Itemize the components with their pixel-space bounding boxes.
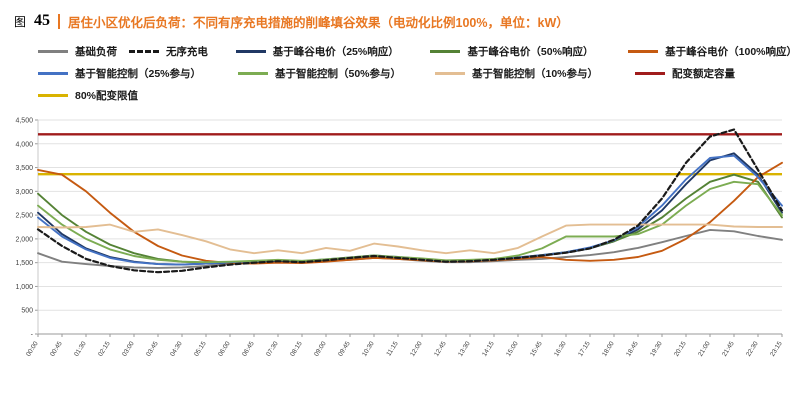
- x-tick-label: 16:30: [553, 340, 568, 358]
- x-tick-label: 15:00: [505, 340, 520, 358]
- series-line: [37, 161, 783, 265]
- x-tick-label: 21:45: [721, 340, 736, 358]
- figure-title: 居住小区优化后负荷：不同有序充电措施的削峰填谷效果（电动化比例100%，单位：k…: [68, 15, 569, 30]
- legend-item: 基础负荷: [38, 44, 129, 59]
- legend-label: 基于智能控制（25%参与）: [75, 68, 202, 80]
- y-tick-label: 1,500: [15, 260, 33, 267]
- series-line: [37, 223, 783, 255]
- legend-label: 基于智能控制（50%参与）: [275, 68, 402, 80]
- x-tick-label: 19:30: [649, 340, 664, 358]
- legend-item: 80%配变限值: [38, 88, 138, 103]
- x-tick-label: 12:45: [433, 340, 448, 358]
- legend-row-2: 基于智能控制（25%参与） 基于智能控制（50%参与） 基于智能控制（10%参与） 配…: [0, 66, 797, 81]
- x-tick-label: 03:45: [145, 340, 160, 358]
- legend-swatch: [38, 94, 68, 97]
- legend-item: 配变额定容量: [635, 66, 735, 81]
- legend-swatch: [628, 50, 659, 53]
- legend-label: 基于峰谷电价（100%响应）: [665, 46, 797, 58]
- y-tick-label: 2,000: [15, 236, 33, 243]
- title-divider: [58, 13, 61, 29]
- legend-swatch: [235, 50, 266, 53]
- x-tick-label: 00:00: [25, 340, 40, 358]
- y-tick-label: 500: [21, 308, 33, 315]
- y-tick-label: 4,000: [15, 141, 33, 148]
- x-tick-label: 00:45: [49, 340, 64, 358]
- y-tick-label: 3,500: [15, 165, 33, 172]
- legend-swatch: [38, 72, 68, 75]
- figure-header: 图 45 居住小区优化后负荷：不同有序充电措施的削峰填谷效果（电动化比例100%…: [0, 0, 797, 32]
- x-tick-label: 09:45: [337, 340, 352, 358]
- legend-swatch: [635, 72, 665, 75]
- x-tick-label: 18:45: [625, 340, 640, 358]
- x-tick-label: 06:45: [241, 340, 256, 358]
- legend-label: 基于智能控制（10%参与）: [472, 68, 599, 80]
- legend-label: 基于峰谷电价（50%响应）: [467, 46, 594, 58]
- legend-label: 无序充电: [165, 46, 208, 58]
- chart-legend: 基础负荷 无序充电 基于峰谷电价（25%响应） 基于峰谷电价（50%响应） 基于峰谷电价…: [0, 44, 797, 103]
- x-tick-label: 23:15: [769, 340, 784, 358]
- load-profile-chart: - 500 1,000 1,500 2,000 2,500 3,000 3,500 4,000 4…: [4, 110, 797, 387]
- legend-label: 基础负荷: [75, 46, 117, 58]
- line-chart-canvas: - 500 1,000 1,500 2,000 2,500 3,000 3,500 4,000 4…: [15, 118, 784, 358]
- x-tick-label: 02:15: [97, 340, 112, 358]
- x-tick-label: 09:00: [313, 340, 328, 358]
- x-tick-label: 20:15: [673, 340, 688, 358]
- legend-label: 80%配变限值: [75, 90, 139, 102]
- legend-row-3: 80%配变限值: [0, 88, 797, 103]
- x-tick-label: 12:00: [409, 340, 424, 358]
- x-tick-label: 05:15: [193, 340, 208, 358]
- series-line: [37, 180, 783, 264]
- x-tick-label: 03:00: [121, 340, 136, 358]
- figure-number: 45: [34, 12, 51, 29]
- x-tick-label: 14:15: [481, 340, 496, 358]
- x-tick-label: 07:30: [265, 340, 280, 358]
- x-tick-label: 15:45: [529, 340, 544, 358]
- legend-item: 基于峰谷电价（25%响应）: [235, 44, 431, 59]
- y-tick-label: 4,500: [15, 118, 33, 125]
- legend-item: 基于智能控制（10%参与）: [435, 66, 635, 81]
- legend-item: 基于峰谷电价（100%响应）: [628, 44, 797, 59]
- legend-swatch: [435, 72, 465, 75]
- y-tick-label: -: [31, 332, 34, 339]
- x-tick-label: 18:00: [601, 340, 616, 358]
- x-tick-label: 04:30: [169, 340, 184, 358]
- legend-swatch: [128, 50, 159, 53]
- legend-label: 基于峰谷电价（25%响应）: [272, 46, 399, 58]
- x-tick-label: 08:15: [289, 340, 304, 358]
- x-tick-label: 17:15: [577, 340, 592, 358]
- legend-label: 配变额定容量: [672, 68, 735, 80]
- legend-item: 基于峰谷电价（50%响应）: [430, 44, 628, 59]
- x-tick-label: 13:30: [457, 340, 472, 358]
- y-tick-label: 3,000: [15, 189, 33, 196]
- legend-item: 基于智能控制（25%参与）: [38, 66, 238, 81]
- x-tick-label: 06:00: [217, 340, 232, 358]
- figure-prefix: 图: [14, 14, 27, 29]
- legend-item: 基于智能控制（50%参与）: [238, 66, 435, 81]
- series-line: [36, 128, 784, 274]
- legend-swatch: [238, 72, 268, 75]
- x-tick-label: 22:30: [745, 340, 760, 358]
- y-tick-label: 1,000: [15, 284, 33, 291]
- legend-swatch: [430, 50, 461, 53]
- legend-swatch: [38, 50, 68, 53]
- legend-item: 无序充电: [128, 44, 236, 59]
- x-tick-label: 11:15: [385, 340, 400, 357]
- x-tick-label: 21:00: [697, 340, 712, 358]
- x-tick-label: 01:30: [73, 340, 88, 358]
- y-tick-label: 2,500: [15, 213, 33, 220]
- legend-row-1: 基础负荷 无序充电 基于峰谷电价（25%响应） 基于峰谷电价（50%响应） 基于峰谷电价…: [0, 44, 797, 59]
- x-tick-label: 10:30: [361, 340, 376, 358]
